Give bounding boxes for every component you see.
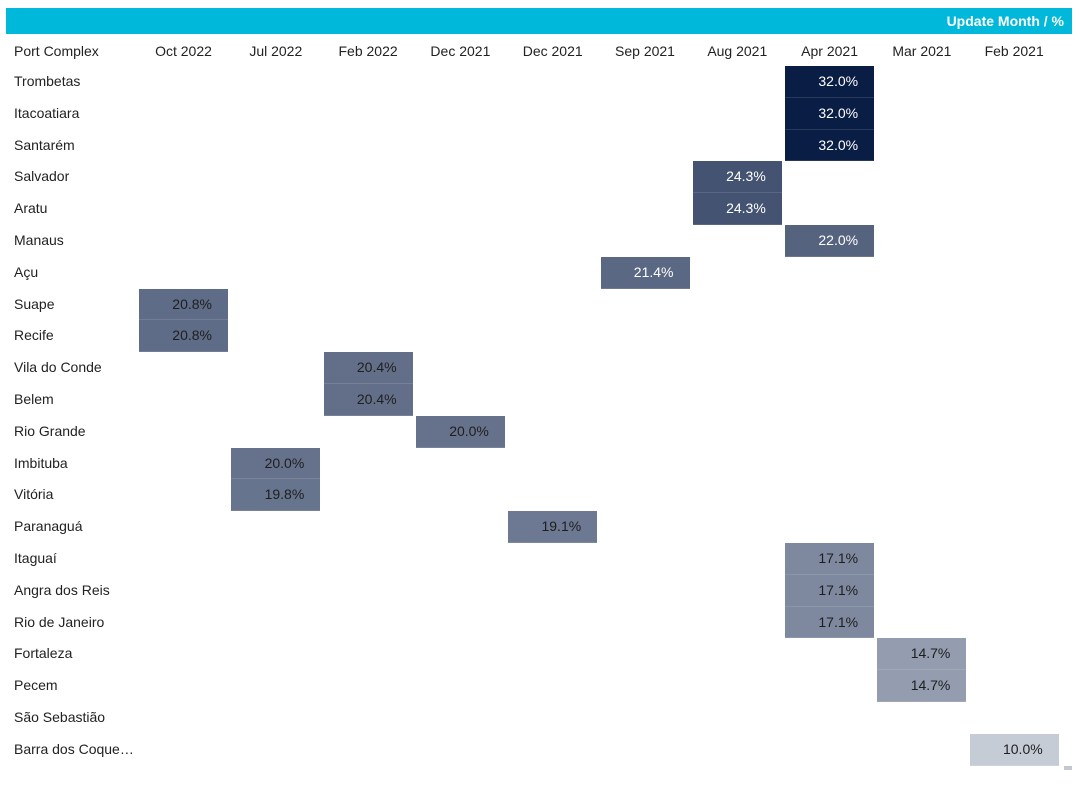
- heatmap-cell: 22.0%: [785, 225, 875, 257]
- column-header: Aug 2021: [707, 43, 768, 59]
- row-label: Recife: [14, 327, 54, 344]
- row-label: Suape: [14, 295, 55, 312]
- column-header: Mar 2021: [892, 43, 952, 59]
- heatmap-cell: 17.1%: [785, 606, 875, 639]
- row-label: Belem: [14, 391, 54, 407]
- row-label: Rio de Janeiro: [14, 613, 105, 630]
- column-header: Jul 2022: [249, 43, 303, 59]
- heatmap-cell: 19.8%: [231, 479, 321, 512]
- row-label: Vitória: [14, 486, 54, 503]
- heatmap-cell: 24.3%: [692, 193, 782, 225]
- column-header: Dec 2021: [430, 43, 491, 59]
- resize-handle[interactable]: [1064, 766, 1072, 770]
- column-header: Oct 2022: [155, 43, 212, 59]
- row-label: Itaguaí: [14, 550, 57, 566]
- heatmap-cell: 20.0%: [415, 415, 505, 448]
- row-label: Barra dos Coque…: [14, 740, 134, 757]
- row-label: Paranaguá: [14, 518, 83, 535]
- update-month-label: Update Month / %: [946, 13, 1064, 29]
- heatmap-cell: 32.0%: [785, 97, 875, 130]
- heatmap-cell: 17.1%: [785, 574, 875, 607]
- row-label: Rio Grande: [14, 422, 86, 439]
- row-label: Salvador: [14, 168, 70, 185]
- heatmap-cell: 10.0%: [969, 733, 1059, 766]
- heatmap-cell: 20.4%: [323, 352, 413, 384]
- row-label: Vila do Conde: [14, 359, 102, 376]
- heatmap-cell: 14.7%: [877, 638, 967, 671]
- heatmap-cell: 24.3%: [692, 161, 782, 194]
- heatmap-cell: 20.4%: [323, 384, 413, 416]
- heatmap-cell: 19.1%: [508, 511, 598, 543]
- column-header: Dec 2021: [522, 43, 583, 59]
- row-label: Açu: [14, 263, 39, 280]
- heatmap-cell: 20.8%: [139, 320, 228, 353]
- row-label: Fortaleza: [14, 645, 73, 662]
- row-label: Manaus: [14, 232, 64, 248]
- row-label: Santarém: [14, 136, 75, 153]
- row-label: Aratu: [14, 200, 48, 217]
- row-label: Angra dos Reis: [14, 581, 110, 598]
- header-bar: Update Month / %: [6, 8, 1072, 34]
- row-label: Pecem: [14, 677, 58, 694]
- column-header: Feb 2022: [338, 43, 398, 59]
- row-label: São Sebastião: [14, 709, 106, 725]
- heatmap-cell: 14.7%: [877, 670, 967, 702]
- heatmap-cell: 21.4%: [600, 256, 690, 289]
- row-label: Imbituba: [14, 454, 68, 471]
- heatmap-cell: 17.1%: [785, 543, 875, 575]
- heatmap-cell: 20.8%: [139, 288, 228, 321]
- heatmap-cell: 32.0%: [785, 129, 875, 162]
- column-header: Sep 2021: [615, 43, 675, 59]
- column-header: Feb 2021: [984, 43, 1044, 59]
- column-header: Apr 2021: [801, 43, 858, 59]
- row-label: Trombetas: [14, 73, 81, 89]
- heatmap-cell: 20.0%: [231, 447, 321, 480]
- row-header-port-complex: Port Complex: [14, 43, 99, 59]
- row-label: Itacoatiara: [14, 104, 80, 121]
- heatmap-cell: 32.0%: [785, 66, 875, 98]
